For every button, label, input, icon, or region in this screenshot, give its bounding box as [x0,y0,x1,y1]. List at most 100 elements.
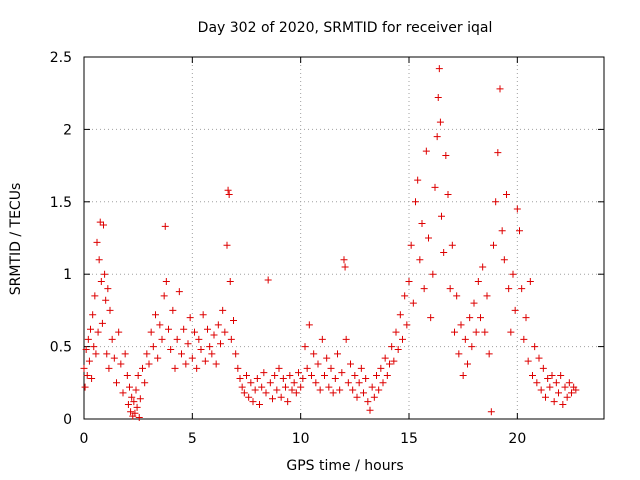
y-tick-label: 0 [63,412,72,428]
data-point [557,372,565,380]
data-point [290,379,298,387]
data-point [260,369,268,377]
data-point [182,360,190,368]
data-point [368,383,376,391]
data-point [271,372,279,380]
data-point [370,393,378,401]
data-point [422,147,430,155]
data-point [113,379,120,387]
data-point [546,383,554,391]
data-point [110,354,118,362]
data-point [212,360,220,368]
data-point [310,350,318,358]
data-point [119,389,127,397]
data-point [507,328,515,336]
data-point [115,328,123,336]
data-point [275,364,283,372]
data-point [201,357,209,365]
data-point [301,343,309,351]
data-point [132,386,140,394]
data-point [459,372,467,380]
grid [84,57,604,419]
data-point [204,325,211,333]
data-point [412,198,419,206]
data-point [279,374,287,382]
data-point [470,299,478,307]
data-point [97,277,105,285]
data-point [130,398,138,406]
x-axis-label: GPS time / hours [286,458,403,474]
data-point [355,379,363,387]
data-point [433,133,441,141]
data-point [128,393,136,401]
data-point [544,374,552,382]
data-point [360,389,367,397]
data-point [338,369,346,377]
data-point [444,191,452,199]
data-point [455,350,463,358]
data-point [509,270,517,278]
data-point [529,372,536,380]
data-point [401,292,409,300]
data-point [526,277,534,285]
data-point [364,398,372,406]
data-point [446,285,454,293]
data-point [152,311,159,319]
data-point [103,350,111,358]
data-point [386,360,393,368]
data-point [325,383,333,391]
data-point [434,94,442,102]
data-point [154,354,162,362]
data-point [92,350,100,358]
data-point [409,299,417,307]
data-point [258,383,266,391]
data-point [221,328,229,336]
data-point [83,372,91,380]
data-point [236,374,244,382]
data-point [143,350,151,358]
data-point [104,285,112,293]
data-point [548,372,556,380]
data-point [531,343,539,351]
data-point [139,364,146,372]
x-tick-labels: 0 5 10 15 20 [80,431,527,447]
data-point [147,328,155,336]
data-point [477,314,484,322]
data-point [256,401,263,409]
data-point [284,398,292,406]
data-point [414,176,422,184]
data-point [522,314,530,322]
data-point [347,360,354,368]
x-tick-label: 0 [80,431,89,447]
data-point [262,389,270,397]
data-point [403,321,411,329]
data-point [173,335,181,343]
data-point [286,372,294,380]
data-point [383,372,391,380]
data-point [165,325,172,333]
axis-ticks [83,56,604,420]
data-point [373,372,380,380]
y-tick-label: 0.5 [50,340,72,356]
data-point [95,256,103,264]
data-point [225,191,233,199]
data-point [438,212,445,220]
data-point [524,357,532,365]
y-tick-label: 2.5 [50,50,72,66]
data-point [418,220,426,228]
data-point [496,85,504,93]
data-point [230,317,237,325]
data-point [388,343,396,351]
data-point [431,183,439,191]
data-point [186,314,194,322]
data-point [292,389,300,397]
data-point [127,408,135,416]
data-point [167,345,175,353]
data-point [429,270,437,278]
data-point [390,357,398,365]
data-point [156,321,164,329]
data-point [555,389,562,397]
data-point [542,393,549,401]
data-point [134,372,142,380]
